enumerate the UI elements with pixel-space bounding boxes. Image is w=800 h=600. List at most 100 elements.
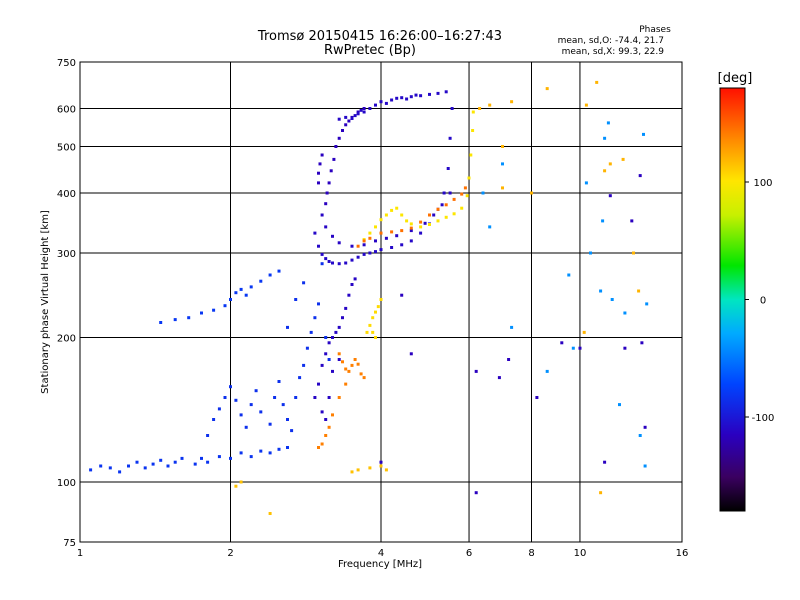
chart-title: Tromsø 20150415 16:26:00–16:27:43: [257, 29, 502, 44]
data-point: [324, 257, 328, 261]
data-point: [374, 310, 377, 314]
data-point: [638, 174, 642, 178]
data-point: [444, 215, 448, 219]
data-point: [350, 470, 354, 474]
data-point: [371, 330, 375, 334]
data-point: [327, 341, 331, 345]
data-point: [313, 316, 317, 320]
data-point: [324, 336, 328, 339]
y-tick-label: 600: [57, 105, 76, 116]
data-point: [217, 455, 221, 459]
data-point: [337, 358, 341, 361]
y-axis-label: Stationary phase Virtual Height [km]: [40, 210, 51, 394]
data-point: [325, 191, 329, 195]
data-point: [452, 212, 456, 216]
data-point: [344, 367, 348, 371]
data-point: [384, 236, 388, 240]
data-point: [239, 480, 243, 484]
data-point: [344, 382, 348, 386]
data-point: [419, 94, 423, 98]
data-point: [374, 225, 377, 229]
data-point: [298, 376, 302, 380]
data-point: [463, 186, 467, 190]
data-point: [234, 291, 238, 295]
data-point: [384, 101, 388, 105]
data-point: [467, 176, 471, 180]
data-point: [603, 136, 607, 140]
data-point: [151, 462, 155, 466]
data-point: [465, 194, 469, 198]
data-point: [229, 298, 232, 301]
data-point: [474, 369, 478, 373]
data-point: [436, 219, 440, 223]
data-point: [249, 403, 253, 407]
data-point: [507, 358, 511, 361]
data-point: [353, 277, 357, 281]
data-point: [567, 273, 571, 277]
colorbar-label: [deg]: [718, 71, 753, 86]
axis-ticks: 1 2 4 6 8 10 16 75 100 200 300 400 500 600 750: [57, 58, 688, 559]
data-point: [341, 360, 344, 364]
data-point: [259, 279, 263, 283]
data-point: [173, 318, 177, 322]
data-point: [286, 446, 289, 449]
data-point: [621, 157, 625, 161]
data-point: [249, 455, 253, 459]
data-point: [606, 121, 610, 125]
data-point: [630, 219, 634, 223]
data-point: [294, 298, 298, 301]
data-point: [362, 376, 366, 380]
data-point: [368, 107, 372, 110]
data-point: [327, 181, 331, 185]
data-point: [200, 311, 203, 315]
data-point: [320, 410, 324, 414]
data-point: [327, 425, 331, 429]
data-point: [337, 396, 341, 399]
data-point: [143, 466, 147, 470]
stats-x-line: mean, sd,X: 99.3, 22.9: [562, 47, 665, 57]
data-point: [448, 191, 452, 195]
data-point: [359, 108, 363, 112]
data-point: [603, 169, 607, 173]
data-point: [212, 418, 216, 421]
y-tick-label: 750: [57, 58, 76, 69]
data-point: [497, 376, 501, 380]
data-point: [344, 306, 348, 310]
data-point: [135, 460, 139, 464]
data-point: [317, 446, 320, 449]
data-point: [409, 222, 413, 226]
x-tick-label: 8: [528, 548, 534, 559]
data-point: [530, 191, 533, 195]
data-point: [318, 162, 322, 166]
data-point: [305, 346, 309, 350]
data-point: [642, 132, 645, 136]
data-point: [347, 369, 351, 373]
data-point: [428, 92, 431, 96]
data-point: [589, 251, 592, 255]
data-point: [379, 218, 383, 222]
data-point: [356, 112, 360, 116]
data-point: [395, 234, 399, 238]
data-point: [448, 136, 452, 140]
data-point: [368, 466, 372, 470]
data-point: [376, 305, 380, 309]
data-point: [535, 396, 539, 399]
data-point: [560, 341, 564, 345]
data-point: [212, 308, 216, 312]
data-point: [419, 220, 423, 224]
data-point: [432, 213, 436, 217]
data-point: [329, 169, 333, 173]
data-point: [118, 470, 122, 474]
data-point: [317, 382, 320, 386]
data-point: [320, 252, 324, 256]
data-point: [159, 321, 163, 324]
data-point: [337, 117, 341, 121]
data-point: [249, 285, 253, 289]
data-point: [259, 449, 263, 453]
data-point: [368, 231, 372, 235]
data-point: [623, 311, 627, 315]
data-point: [488, 103, 492, 107]
data-point: [302, 363, 306, 367]
data-point: [229, 385, 232, 389]
data-point: [510, 100, 514, 104]
